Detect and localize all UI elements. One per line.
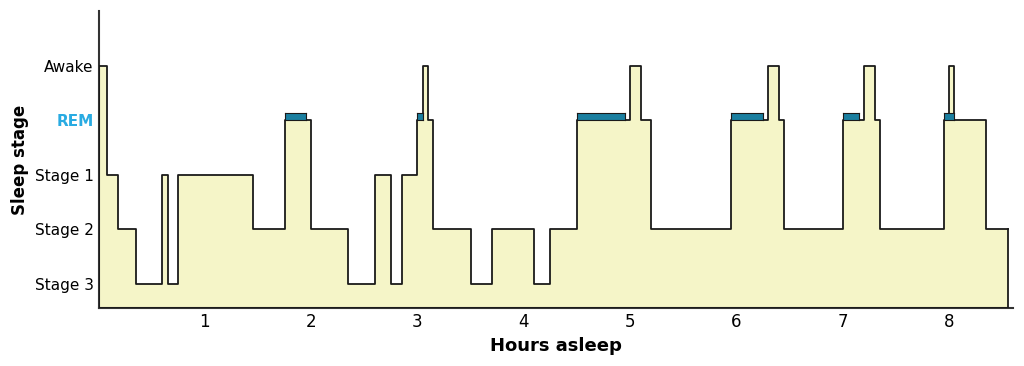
Polygon shape [98, 66, 1008, 309]
X-axis label: Hours asleep: Hours asleep [489, 337, 622, 355]
Y-axis label: Sleep stage: Sleep stage [11, 105, 29, 215]
